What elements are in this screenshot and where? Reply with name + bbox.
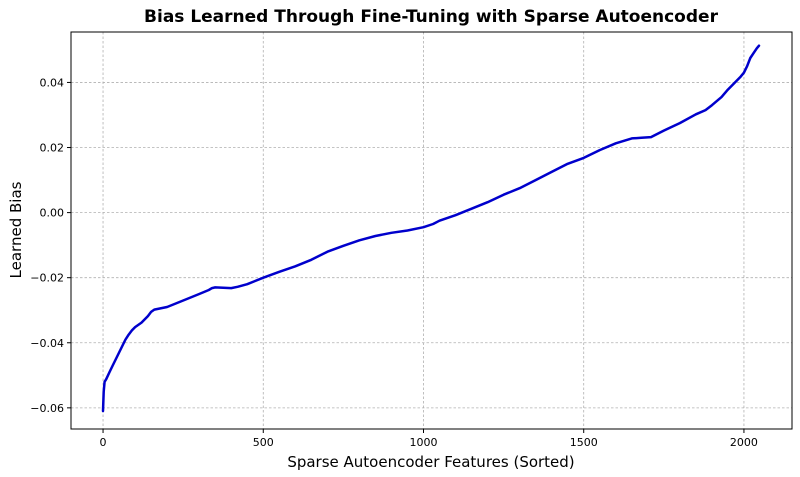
y-tick-label: 0.04 xyxy=(40,76,65,89)
plot-frame xyxy=(70,31,793,430)
chart-title: Bias Learned Through Fine-Tuning with Sp… xyxy=(144,7,719,27)
y-tick-label: −0.06 xyxy=(30,402,64,415)
grid xyxy=(71,32,792,429)
series-line-0 xyxy=(101,44,761,413)
x-tick-label: 2000 xyxy=(730,436,758,449)
y-tick-label: −0.04 xyxy=(30,337,64,350)
x-axis: 0 500 1000 1500 2000 xyxy=(100,429,758,449)
y-tick-label: 0.00 xyxy=(40,207,65,220)
x-tick-label: 0 xyxy=(100,436,107,449)
x-tick-label: 500 xyxy=(253,436,274,449)
y-tick-label: 0.02 xyxy=(40,142,65,155)
y-tick-label: −0.02 xyxy=(30,272,64,285)
x-tick-label: 1000 xyxy=(409,436,437,449)
x-axis-label: Sparse Autoencoder Features (Sorted) xyxy=(287,453,574,471)
x-tick-label: 1500 xyxy=(570,436,598,449)
y-axis: −0.06 −0.04 −0.02 0.00 0.02 0.04 xyxy=(30,76,71,415)
series-group xyxy=(101,44,761,413)
y-axis-label: Learned Bias xyxy=(7,181,25,278)
